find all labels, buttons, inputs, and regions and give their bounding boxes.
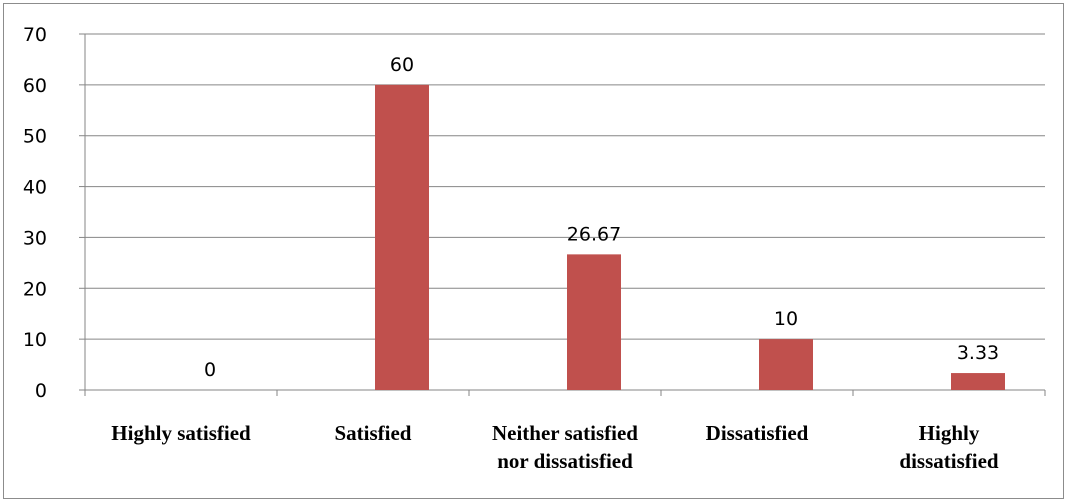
y-tick-label: 60 [23,75,47,97]
x-category-label: Highly satisfied [111,421,251,445]
x-category-label: Dissatisfied [706,421,809,445]
x-category-label: Satisfied [334,421,411,445]
y-tick-label: 70 [23,24,47,46]
y-tick-label: 40 [23,177,47,199]
data-label: 10 [774,308,798,330]
bar [567,254,621,390]
bar [759,339,813,390]
data-label: 60 [390,54,414,76]
x-category-label: nor dissatisfied [497,449,633,473]
y-tick-label: 0 [35,380,47,402]
x-category-label: Highly [919,421,980,445]
bar [951,373,1005,390]
bar [375,84,429,390]
data-label: 3.33 [957,342,999,364]
y-tick-label: 30 [23,227,47,249]
data-label: 26.67 [567,223,621,245]
data-label: 0 [204,359,216,381]
y-tick-label: 50 [23,126,47,148]
x-category-label: dissatisfied [899,449,999,473]
y-tick-label: 10 [23,329,47,351]
x-category-label: Neither satisfied [492,421,638,445]
chart-frame [3,3,1064,499]
y-tick-label: 20 [23,278,47,300]
